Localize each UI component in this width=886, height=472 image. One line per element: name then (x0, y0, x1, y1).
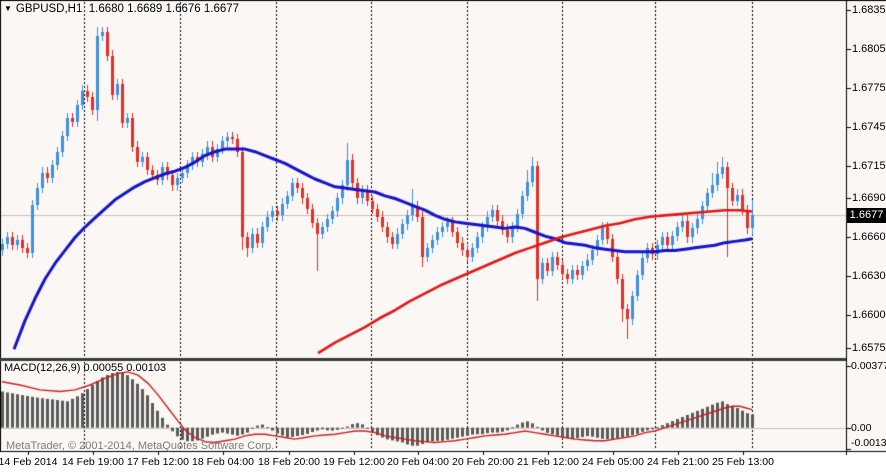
price-tick-label: 1.6805 (852, 43, 886, 55)
price-tick-label: 1.6745 (852, 121, 886, 133)
macd-tick-label: 0.00377 (851, 360, 886, 372)
price-tick-label: 1.6690 (852, 192, 886, 204)
price-tick-label: 1.6630 (852, 270, 886, 282)
price-tick-label: 1.6835 (852, 4, 886, 16)
chart-title: ▼ GBPUSD,H1 1.6680 1.6689 1.6676 1.6677 (4, 3, 239, 15)
price-tick-label: 1.6715 (852, 160, 886, 172)
time-tick-label: 20 Feb 20:00 (452, 456, 514, 468)
current-price-value: 1.6677 (849, 209, 884, 221)
time-tick-label: 21 Feb 12:00 (517, 456, 579, 468)
metatrader-watermark: MetaTrader, © 2001-2014, MetaQuotes Soft… (6, 440, 275, 452)
price-tick-label: 1.6575 (852, 342, 886, 354)
price-tick-label: 1.6600 (852, 309, 886, 321)
time-tick-label: 20 Feb 04:00 (387, 456, 449, 468)
pane-splitter[interactable] (0, 356, 846, 362)
macd-indicator-label: MACD(12,26,9) 0.00055 0.00103 (4, 362, 167, 374)
symbol-timeframe-label: GBPUSD,H1 (15, 3, 83, 15)
time-tick-label: 14 Feb 19:00 (62, 456, 124, 468)
time-tick-label: 19 Feb 12:00 (323, 456, 385, 468)
time-tick-label: 24 Feb 05:00 (582, 456, 644, 468)
time-tick-label: 25 Feb 13:00 (712, 456, 774, 468)
price-tick-label: 1.6775 (852, 82, 886, 94)
time-tick-label: 14 Feb 2014 (0, 456, 58, 468)
current-price-tag: 1.6677 (847, 208, 886, 223)
price-tick-label: 1.6660 (852, 231, 886, 243)
time-tick-label: 17 Feb 12:00 (127, 456, 189, 468)
ohlc-values: 1.6680 1.6689 1.6676 1.6677 (88, 3, 240, 15)
time-tick-label: 24 Feb 21:00 (647, 456, 709, 468)
symbol-marker-icon: ▼ (4, 4, 12, 13)
macd-tick-label: 0.00 (851, 422, 872, 434)
time-tick-label: 18 Feb 20:00 (258, 456, 320, 468)
macd-tick-label: -0.00133 (851, 437, 886, 449)
time-tick-label: 18 Feb 04:00 (192, 456, 254, 468)
